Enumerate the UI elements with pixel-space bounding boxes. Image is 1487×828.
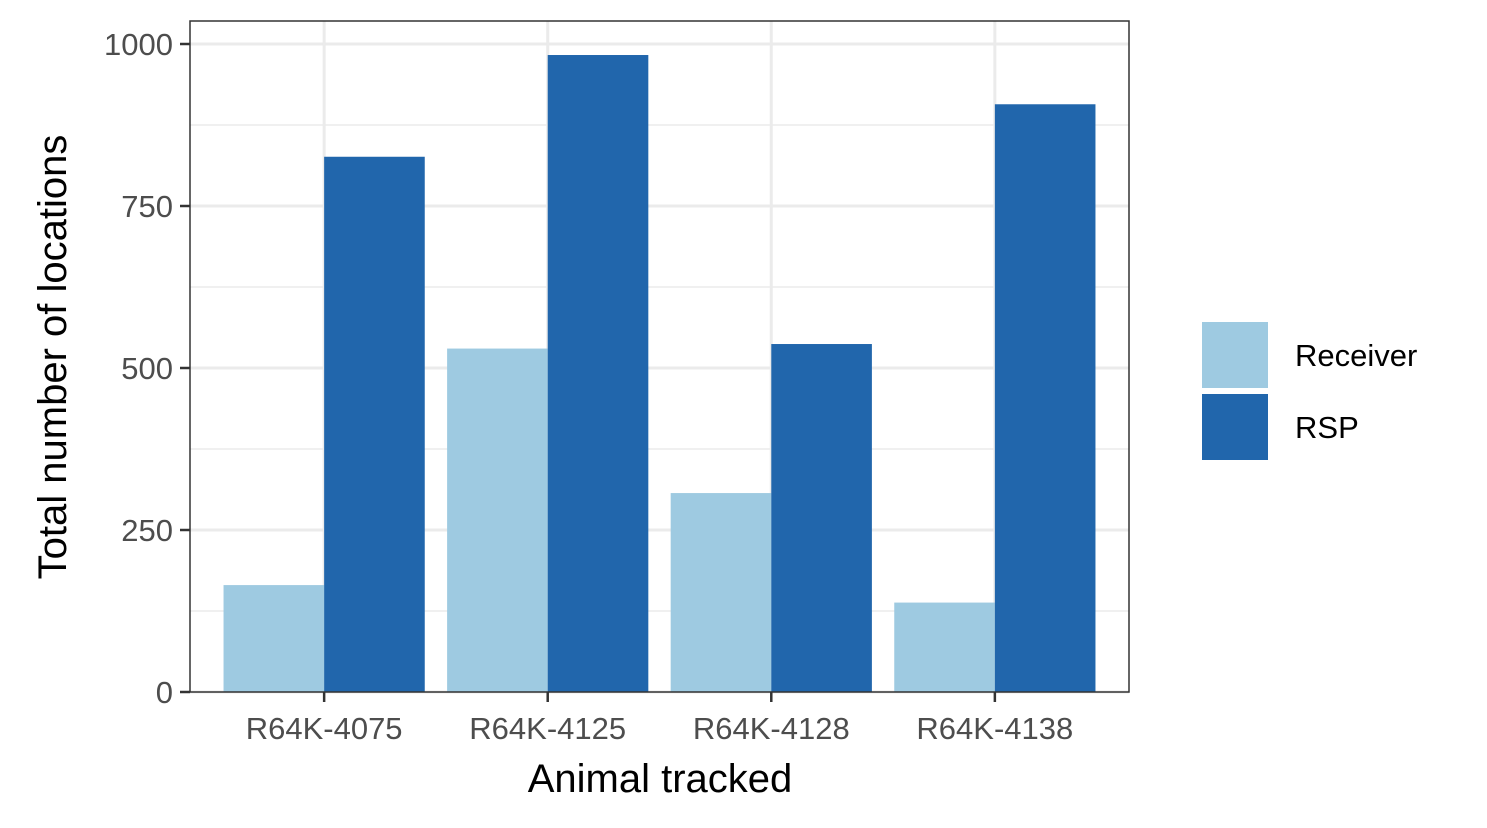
y-tick-label: 0 [156, 675, 173, 710]
y-axis-title: Total number of locations [31, 135, 75, 580]
x-tick-label: R64K-4075 [246, 711, 403, 746]
bar-rsp-r64k-4128 [771, 344, 872, 692]
panel-border [189, 20, 1130, 693]
y-tick-label: 500 [121, 351, 173, 386]
legend-key-receiver [1202, 322, 1268, 388]
y-tick-label: 1000 [104, 27, 173, 62]
y-tick-label: 750 [121, 189, 173, 224]
x-tick-label: R64K-4128 [693, 711, 850, 746]
x-axis: R64K-4075 R64K-4125 R64K-4128 R64K-4138 [246, 692, 1073, 746]
bar-rsp-r64k-4138 [994, 104, 1096, 693]
bars [223, 55, 1096, 693]
x-tick-label: R64K-4125 [469, 711, 626, 746]
y-axis: 0 250 500 750 1000 [104, 27, 190, 710]
bar-rsp-r64k-4075 [324, 156, 425, 692]
legend-key-rsp [1202, 394, 1268, 460]
bar-receiver-r64k-4125 [447, 348, 548, 692]
x-tick-label: R64K-4138 [916, 711, 1073, 746]
legend-label-rsp: RSP [1295, 410, 1359, 445]
legend-label-receiver: Receiver [1295, 338, 1417, 373]
legend: Receiver RSP [1202, 322, 1417, 460]
bar-receiver-r64k-4128 [670, 493, 772, 692]
bar-receiver-r64k-4075 [223, 585, 325, 692]
y-tick-label: 250 [121, 513, 173, 548]
bar-receiver-r64k-4138 [894, 602, 995, 692]
x-axis-title: Animal tracked [528, 757, 793, 801]
bar-rsp-r64k-4125 [547, 55, 649, 693]
